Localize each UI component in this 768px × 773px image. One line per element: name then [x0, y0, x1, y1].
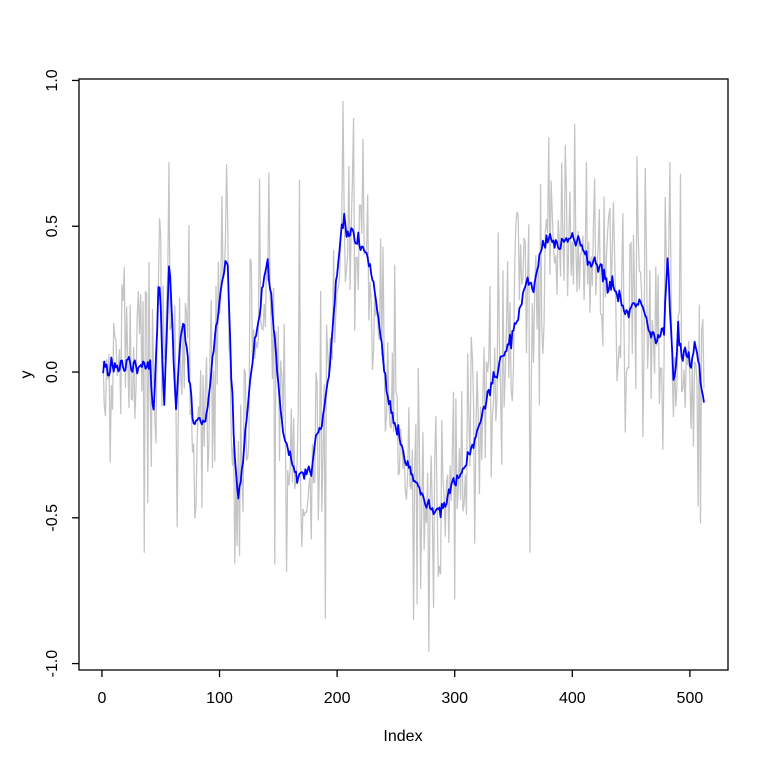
smoothed-series-line	[102, 212, 705, 519]
x-tick-label: 100	[206, 690, 233, 707]
y-tick-label: 1.0	[44, 69, 61, 91]
x-tick-label: 500	[677, 690, 704, 707]
x-tick-label: 400	[559, 690, 586, 707]
x-tick-label: 300	[441, 690, 468, 707]
y-axis-title: y	[18, 371, 35, 379]
x-axis: 0 100 200 300 400 500	[97, 670, 703, 707]
x-axis-title: Index	[383, 728, 422, 745]
x-tick-label: 0	[97, 690, 106, 707]
plot-series	[102, 100, 705, 652]
plot-border-box	[78, 78, 729, 671]
y-tick-label: -0.5	[44, 504, 61, 532]
y-tick-label: 0.0	[44, 361, 61, 383]
noisy-series-line	[102, 100, 705, 652]
x-tick-label: 200	[324, 690, 351, 707]
y-axis: -1.0 -0.5 0.0 0.5 1.0	[44, 69, 79, 677]
y-tick-label: -1.0	[44, 650, 61, 678]
y-tick-label: 0.5	[44, 215, 61, 237]
